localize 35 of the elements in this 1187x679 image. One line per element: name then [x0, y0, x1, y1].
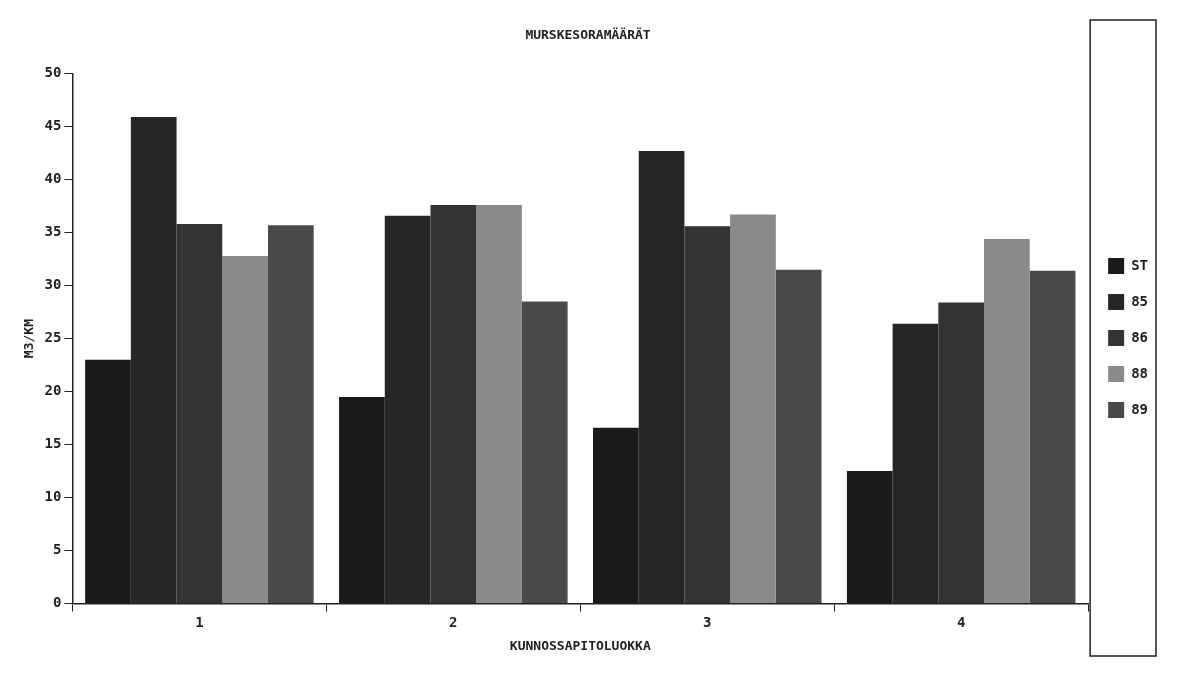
- bar: [1029, 270, 1076, 604]
- y-tick-label: 40: [44, 170, 62, 187]
- legend-label: 85: [1131, 292, 1148, 309]
- y-tick-label: 5: [53, 541, 62, 558]
- bar: [730, 214, 776, 604]
- y-tick-label: 15: [44, 435, 62, 452]
- chart-title: MURSKESORAMÄÄRÄT: [525, 27, 651, 43]
- bar: [430, 205, 477, 604]
- y-tick-label: 0: [53, 594, 62, 611]
- legend-label: ST: [1131, 256, 1148, 273]
- bar: [775, 269, 822, 604]
- bar: [938, 302, 985, 604]
- legend-label: 88: [1131, 364, 1148, 381]
- x-tick-label: 4: [956, 613, 966, 630]
- bar: [476, 205, 522, 604]
- y-tick-label: 25: [44, 329, 62, 346]
- bar: [984, 238, 1030, 604]
- bar: [684, 226, 731, 604]
- y-axis-title: M3/KM: [21, 318, 37, 359]
- x-tick-label: 3: [703, 613, 712, 630]
- x-tick-label: 2: [449, 613, 458, 630]
- legend-label: 86: [1131, 328, 1148, 345]
- x-axis-title: KUNNOSSAPITOLUOKKA: [509, 637, 651, 653]
- bar: [176, 224, 223, 604]
- y-tick-label: 50: [44, 64, 62, 81]
- legend-label: 89: [1131, 400, 1148, 417]
- y-tick-label: 20: [44, 382, 62, 399]
- y-tick-label: 35: [44, 223, 62, 240]
- bar: [521, 301, 568, 604]
- bar: [267, 225, 314, 604]
- bar: [222, 255, 268, 604]
- x-tick-label: 1: [195, 613, 204, 630]
- y-tick-label: 30: [44, 276, 62, 293]
- y-tick-label: 10: [44, 488, 62, 505]
- y-tick-label: 45: [44, 117, 62, 134]
